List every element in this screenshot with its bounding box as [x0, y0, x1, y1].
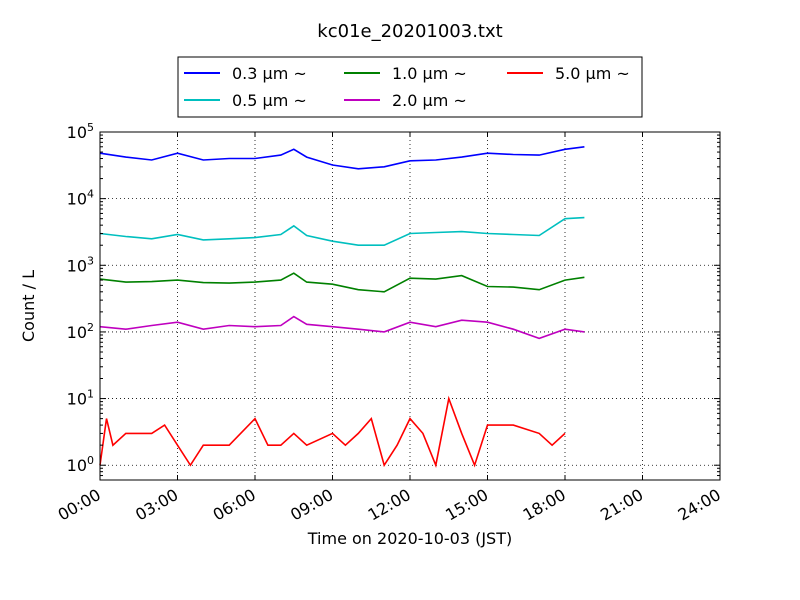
legend-label: 2.0 μm ~ — [392, 91, 467, 110]
y-tick-label: 100 — [67, 454, 94, 475]
y-tick-label: 104 — [67, 188, 94, 209]
y-tick-label: 103 — [67, 254, 94, 275]
legend-label: 0.3 μm ~ — [232, 64, 307, 83]
series-line-1 — [99, 216, 585, 246]
x-tick-label: 21:00 — [597, 485, 646, 525]
x-tick-label: 24:00 — [675, 485, 724, 525]
series-line-0 — [99, 146, 585, 170]
chart-title: kc01e_20201003.txt — [317, 21, 502, 42]
legend-box — [177, 56, 643, 118]
x-tick-label: 18:00 — [520, 485, 569, 525]
legend-label: 1.0 μm ~ — [392, 64, 467, 83]
x-tick-label: 03:00 — [132, 485, 181, 525]
x-tick-label: 00:00 — [55, 485, 104, 525]
series-line-2 — [99, 272, 585, 293]
y-axis-label: Count / L — [19, 270, 38, 342]
x-axis-label: Time on 2020-10-03 (JST) — [307, 529, 512, 548]
x-tick-label: 06:00 — [210, 485, 259, 525]
y-tick-label: 105 — [67, 121, 94, 142]
x-tick-label: 09:00 — [287, 485, 336, 525]
legend-items: 0.3 μm ~ 0.5 μm ~ 1.0 μm ~ 2.0 μm ~ 5.0 μm ~ — [184, 64, 630, 110]
legend-label: 0.5 μm ~ — [232, 91, 307, 110]
y-tick-label: 101 — [67, 388, 94, 409]
grid-lines — [99, 131, 721, 480]
series-line-4 — [99, 395, 566, 468]
axis-ticks: 00:00 03:00 06:00 09:00 12:00 15:00 18:00 21:00… — [55, 121, 724, 525]
series-line-3 — [99, 315, 585, 340]
x-tick-label: 12:00 — [365, 485, 414, 525]
y-tick-label: 102 — [67, 321, 94, 342]
series-layer — [99, 146, 585, 468]
legend: 0.3 μm ~ 0.5 μm ~ 1.0 μm ~ 2.0 μm ~ 5.0 μm ~ — [177, 56, 643, 118]
legend-label: 5.0 μm ~ — [555, 64, 630, 83]
x-tick-label: 15:00 — [442, 485, 491, 525]
